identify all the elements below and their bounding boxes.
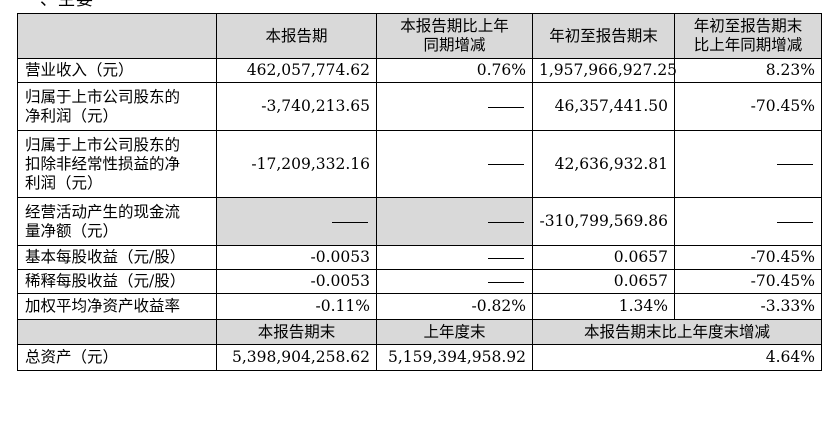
section-title: 一、主要 xyxy=(22,0,94,10)
table-row: 经营活动产生的现金流 量净额（元） -310,799,569.86 xyxy=(17,197,822,246)
empty-dash-cell xyxy=(216,197,377,246)
dash-line xyxy=(488,221,524,223)
dash-line xyxy=(488,281,524,283)
table-row: 营业收入（元） 462,057,774.62 0.76% 1,957,966,927.… xyxy=(17,58,822,83)
header2-row: 本报告期末 上年度末 本报告期末比上年度末增减 xyxy=(17,319,822,345)
cell-value: -17,209,332.16 xyxy=(216,130,377,198)
cell-value: 0.0657 xyxy=(532,269,675,294)
dash-line xyxy=(488,257,524,259)
table-row: 归属于上市公司股东的 净利润（元） -3,740,213.65 46,357,441.… xyxy=(17,82,822,131)
dash-line xyxy=(777,164,813,165)
empty-dash-cell xyxy=(376,269,533,294)
cell-value: -0.0053 xyxy=(216,245,377,270)
header2-last-year-end: 上年度末 xyxy=(376,319,533,345)
cell-value: 1,957,966,927.25 xyxy=(532,58,677,83)
cell-value: -3,740,213.65 xyxy=(216,82,377,131)
cell-value: 42,636,932.81 xyxy=(532,130,675,198)
header-current-period: 本报告期 xyxy=(216,13,377,59)
row-label: 基本每股收益（元/股） xyxy=(17,245,217,270)
dash-line xyxy=(488,106,524,108)
empty-dash-cell xyxy=(674,130,822,198)
cell-value: -70.45% xyxy=(674,245,822,270)
cell-value: -70.45% xyxy=(674,269,822,294)
empty-dash-cell xyxy=(674,197,822,246)
table-row: 归属于上市公司股东的 扣除非经常性损益的净 利润（元） -17,209,332.16 4… xyxy=(17,130,822,198)
total-assets-row: 总资产（元） 5,398,904,258.62 5,159,394,958.92… xyxy=(17,344,822,371)
cell-value: 5,398,904,258.62 xyxy=(216,344,377,371)
cell-value: 46,357,441.50 xyxy=(532,82,675,131)
header-row: 本报告期 本报告期比上年 同期增减 年初至报告期末 年初至报告期末 比上年同期增… xyxy=(17,13,822,59)
header2-blank-cell xyxy=(17,319,217,345)
header2-change: 本报告期末比上年度末增减 xyxy=(532,319,822,345)
row-label: 经营活动产生的现金流 量净额（元） xyxy=(17,197,217,246)
cell-value: 4.64% xyxy=(532,344,822,371)
empty-dash-cell xyxy=(376,130,533,198)
row-label: 营业收入（元） xyxy=(17,58,217,83)
row-label: 加权平均净资产收益率 xyxy=(17,293,217,320)
cell-value: -0.11% xyxy=(216,293,377,320)
row-label: 归属于上市公司股东的 扣除非经常性损益的净 利润（元） xyxy=(17,130,217,198)
cell-value: -310,799,569.86 xyxy=(532,197,675,246)
table-row: 基本每股收益（元/股） -0.0053 0.0657 -70.45% xyxy=(17,245,822,270)
table-row: 加权平均净资产收益率 -0.11% -0.82% 1.34% -3.33% xyxy=(17,293,822,320)
header-ytd-yoy: 年初至报告期末 比上年同期增减 xyxy=(674,13,822,59)
row-label: 归属于上市公司股东的 净利润（元） xyxy=(17,82,217,131)
cell-value: -0.0053 xyxy=(216,269,377,294)
empty-dash-cell xyxy=(376,245,533,270)
cell-value: -3.33% xyxy=(674,293,822,320)
header-blank-cell xyxy=(17,13,217,59)
empty-dash-cell xyxy=(376,197,533,246)
cell-value: 0.76% xyxy=(376,58,533,83)
header-current-period-yoy: 本报告期比上年 同期增减 xyxy=(376,13,533,59)
dash-line xyxy=(332,221,368,223)
row-label: 总资产（元） xyxy=(17,344,217,371)
empty-dash-cell xyxy=(376,82,533,131)
dash-line xyxy=(777,221,813,223)
cell-value: 462,057,774.62 xyxy=(216,58,377,83)
cell-value: -0.82% xyxy=(376,293,533,320)
cell-value: 1.34% xyxy=(532,293,675,320)
header-ytd: 年初至报告期末 xyxy=(532,13,675,59)
table-row: 稀释每股收益（元/股） -0.0053 0.0657 -70.45% xyxy=(17,269,822,294)
cell-value: 0.0657 xyxy=(532,245,675,270)
cell-value: 5,159,394,958.92 xyxy=(376,344,533,371)
cell-value: 8.23% xyxy=(674,58,822,83)
cell-value: -70.45% xyxy=(674,82,822,131)
dash-line xyxy=(488,164,524,165)
header2-period-end: 本报告期末 xyxy=(216,319,377,345)
financial-data-table: 本报告期 本报告期比上年 同期增减 年初至报告期末 年初至报告期末 比上年同期增… xyxy=(17,13,822,371)
row-label: 稀释每股收益（元/股） xyxy=(17,269,217,294)
